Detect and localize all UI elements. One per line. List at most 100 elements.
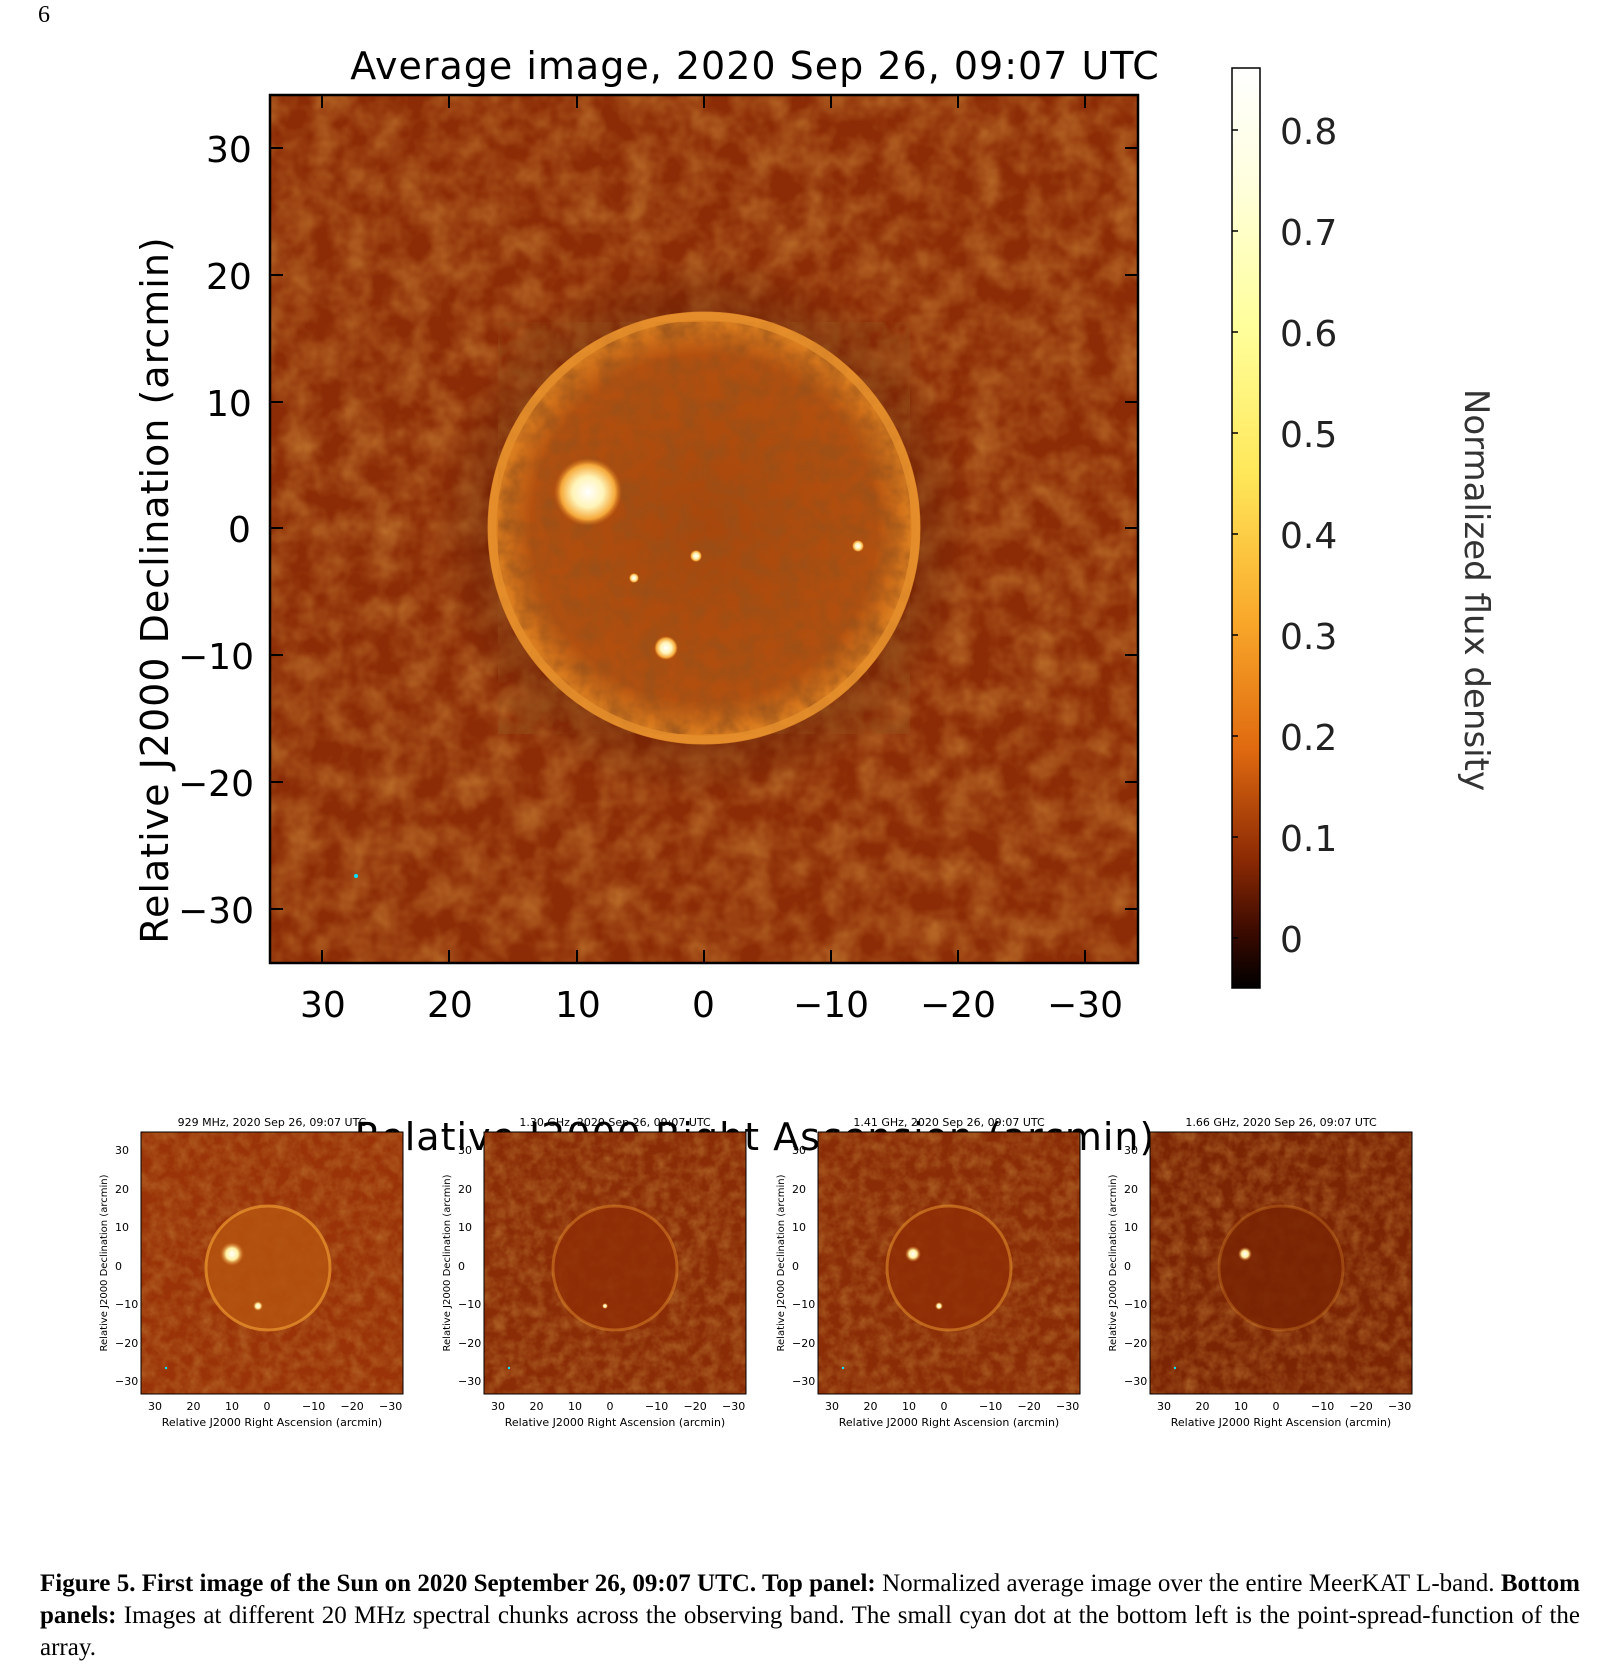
small-panel-frame: [140, 1131, 404, 1395]
small-psf-dot: [164, 1366, 168, 1370]
caption-bold-2: Bottom panels:: [40, 1570, 1580, 1629]
small-xtick-label: 30: [491, 1400, 505, 1413]
main-xtick-label: 20: [427, 985, 473, 1026]
small-xtick-label: 30: [825, 1400, 839, 1413]
small-ytick-label: 0: [458, 1259, 465, 1273]
small-bright-region: [905, 1246, 921, 1262]
small-solar-disk: [553, 1206, 677, 1330]
small-solar-disk: [887, 1206, 1011, 1330]
small-panel-plot: [1149, 1131, 1413, 1395]
small-xtick-label: 0: [263, 1400, 271, 1413]
small-xtick-label: 0: [1272, 1400, 1280, 1413]
small-ytick-label: 10: [792, 1221, 806, 1234]
small-ytick-label: −10: [1124, 1298, 1148, 1311]
colorbar-tick-label: 0.3: [1280, 617, 1338, 658]
small-xaxis-label: Relative J2000 Right Ascension (arcmin): [838, 1416, 1060, 1429]
small-panel-frame: [1149, 1131, 1413, 1395]
small-xtick-label: 10: [225, 1400, 239, 1413]
small-solar-limb: [885, 1204, 1013, 1332]
small-xaxis-label: Relative J2000 Right Ascension (arcmin): [161, 1416, 383, 1429]
figure-caption: Figure 5. First image of the Sun on 2020…: [40, 1568, 1580, 1664]
small-ytick-label: 30: [115, 1144, 129, 1157]
small-bright-region: [220, 1242, 244, 1266]
small-ytick-label: 10: [115, 1221, 129, 1234]
small-xtick-label: 10: [902, 1400, 916, 1413]
small-ytick-label: 10: [458, 1221, 472, 1234]
colorbar-tick-label: 0.6: [1280, 314, 1338, 355]
colorbar-tick-label: 0.1: [1280, 819, 1338, 860]
small-xtick-label: −30: [379, 1400, 403, 1413]
small-xtick-label: −30: [1388, 1400, 1412, 1413]
small-xtick-label: −30: [1056, 1400, 1080, 1413]
small-ytick-label: 20: [1124, 1182, 1138, 1196]
colorbar-tick-label: 0.7: [1280, 213, 1338, 254]
small-ytick-label: −30: [115, 1375, 139, 1388]
small-ytick-label: −20: [1124, 1336, 1148, 1350]
small-solar-disk: [1219, 1206, 1343, 1330]
bright-spot-small: [629, 573, 639, 583]
small-psf-dot: [1173, 1366, 1177, 1370]
small-ytick-label: −20: [458, 1336, 482, 1350]
small-xtick-label: 0: [940, 1400, 948, 1413]
main-ytick-label: −20: [178, 764, 254, 805]
small-xtick-label: −10: [645, 1400, 669, 1413]
solar-disk-texture: [498, 322, 910, 734]
small-xtick-label: −20: [683, 1400, 707, 1413]
main-ytick-label: 0: [228, 510, 251, 551]
small-ytick-label: −10: [458, 1298, 482, 1311]
small-solar-disk: [206, 1206, 330, 1330]
main-ticks: [270, 95, 1138, 963]
small-xaxis-label: Relative J2000 Right Ascension (arcmin): [1170, 1416, 1392, 1429]
psf-dot: [354, 874, 358, 878]
small-xtick-label: 30: [1157, 1400, 1171, 1413]
small-yaxis-label: Relative J2000 Declination (arcmin): [776, 1174, 787, 1352]
small-xtick-label: −30: [722, 1400, 746, 1413]
small-ytick-label: 20: [792, 1182, 806, 1196]
small-ytick-label: −10: [792, 1298, 816, 1311]
main-xtick-label: 10: [555, 985, 601, 1026]
bright-active-region: [554, 458, 622, 526]
main-ytick-label: 20: [206, 257, 252, 298]
main-xtick-label: 30: [300, 985, 346, 1026]
small-yaxis-label: Relative J2000 Declination (arcmin): [99, 1174, 110, 1352]
main-xtick-label: −30: [1047, 985, 1123, 1026]
small-panel-title: 1.41 GHz, 2020 Sep 26, 09:07 UTC: [853, 1116, 1045, 1129]
main-panel-title: Average image, 2020 Sep 26, 09:07 UTC: [350, 44, 1160, 88]
main-ytick-label: 10: [206, 384, 252, 425]
small-panel-plot: [140, 1131, 404, 1395]
small-xtick-label: −20: [340, 1400, 364, 1413]
main-xtick-label: 0: [692, 985, 715, 1026]
small-xtick-label: 30: [148, 1400, 162, 1413]
colorbar-tick-label: 0.2: [1280, 718, 1338, 759]
small-panel-plot: [817, 1131, 1081, 1395]
small-panel-frame: [817, 1131, 1081, 1395]
small-xtick-label: −10: [979, 1400, 1003, 1413]
caption-text-1: Normalized average image over the entire…: [875, 1570, 1501, 1597]
small-ytick-label: 0: [792, 1259, 799, 1273]
small-solar-limb: [204, 1204, 332, 1332]
small-ytick-label: −30: [1124, 1375, 1148, 1388]
small-psf-dot: [507, 1366, 511, 1370]
page-number: 6: [38, 2, 50, 28]
small-xtick-label: −20: [1017, 1400, 1041, 1413]
small-panel-title: 1.30 GHz, 2020 Sep 26, 09:07 UTC: [519, 1116, 711, 1129]
main-ytick-label: 30: [206, 130, 252, 171]
colorbar: [1231, 67, 1261, 989]
small-ytick-label: 20: [458, 1182, 472, 1196]
small-yaxis-label: Relative J2000 Declination (arcmin): [1108, 1174, 1119, 1352]
colorbar-title: Normalized flux density: [1456, 388, 1496, 792]
small-bright-spot: [253, 1301, 263, 1311]
small-ytick-label: 0: [115, 1259, 122, 1273]
caption-text-2: Images at different 20 MHz spectral chun…: [40, 1602, 1580, 1661]
small-ytick-label: 10: [1124, 1221, 1138, 1234]
small-xtick-label: 0: [606, 1400, 614, 1413]
colorbar-ticks: [1232, 129, 1238, 939]
colorbar-tick-label: 0.8: [1280, 112, 1338, 153]
main-yaxis-label: Relative J2000 Declination (arcmin): [133, 236, 177, 944]
small-panel-title: 929 MHz, 2020 Sep 26, 09:07 UTC: [177, 1116, 367, 1129]
small-xtick-label: −20: [1349, 1400, 1373, 1413]
small-xtick-label: 20: [186, 1400, 201, 1413]
main-ytick-label: −30: [178, 891, 254, 932]
small-solar-limb: [551, 1204, 679, 1332]
colorbar-tick-label: 0.5: [1280, 415, 1338, 456]
